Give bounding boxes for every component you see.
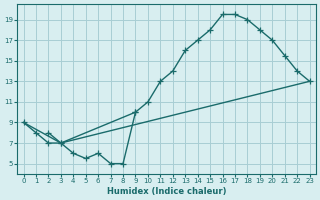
X-axis label: Humidex (Indice chaleur): Humidex (Indice chaleur) xyxy=(107,187,226,196)
